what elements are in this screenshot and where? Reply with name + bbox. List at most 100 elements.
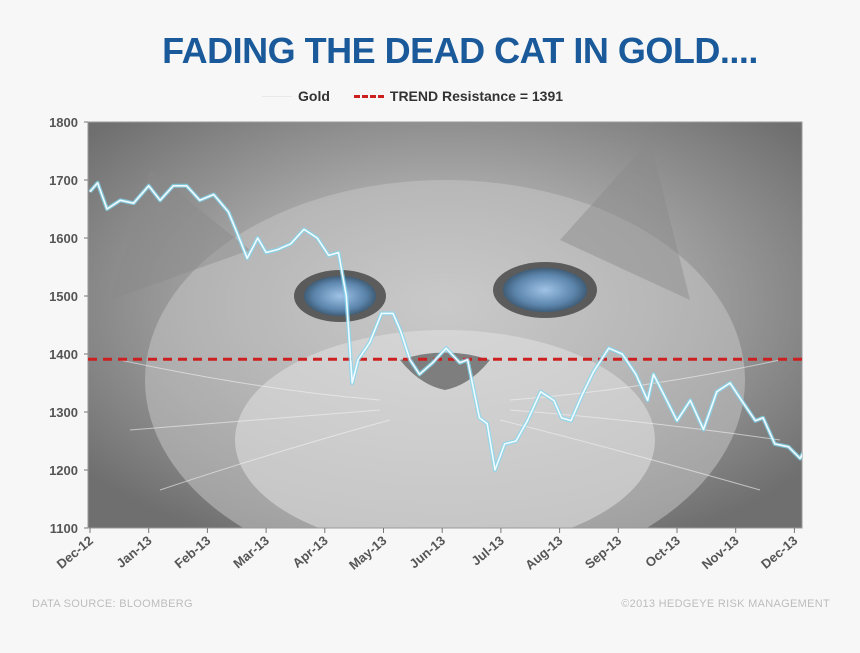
gold-data-point bbox=[762, 417, 764, 419]
gold-data-point bbox=[740, 399, 743, 401]
gold-data-point bbox=[526, 420, 529, 422]
x-tick-label: Oct-13 bbox=[642, 533, 683, 571]
gold-data-point bbox=[647, 399, 649, 401]
gold-data-point bbox=[213, 193, 215, 196]
x-tick-label: Feb-13 bbox=[172, 533, 214, 571]
gold-data-point bbox=[459, 362, 461, 364]
legend-item-gold: Gold bbox=[262, 88, 330, 104]
gold-data-point bbox=[486, 423, 488, 425]
gold-data-point bbox=[392, 312, 394, 314]
gold-data-point bbox=[774, 443, 776, 445]
gold-data-point bbox=[369, 341, 371, 343]
gold-data-point bbox=[478, 417, 480, 419]
y-tick-label: 1300 bbox=[49, 405, 78, 420]
gold-series-line bbox=[89, 182, 802, 471]
gold-data-point bbox=[635, 373, 637, 375]
gold-data-point bbox=[276, 249, 279, 251]
gold-data-point bbox=[445, 347, 447, 349]
chart-title: FADING THE DEAD CAT IN GOLD.... bbox=[162, 30, 758, 71]
gold-data-point bbox=[399, 330, 402, 332]
legend-swatch-trend bbox=[353, 94, 384, 98]
y-tick-label: 1100 bbox=[50, 521, 78, 536]
gold-data-point bbox=[316, 237, 318, 239]
gold-data-point bbox=[689, 399, 691, 401]
gold-data-point bbox=[303, 228, 305, 230]
legend-label-gold: Gold bbox=[298, 88, 330, 104]
gold-data-point bbox=[570, 420, 572, 422]
gold-data-point bbox=[337, 251, 340, 254]
gold-data-point bbox=[540, 391, 542, 393]
gold-data-point bbox=[265, 251, 267, 254]
gold-data-point bbox=[351, 382, 353, 384]
x-tick-label: Jul-13 bbox=[468, 533, 506, 569]
gold-data-point bbox=[380, 312, 383, 314]
x-tick-label: Jan-13 bbox=[113, 533, 154, 571]
x-tick-label: Dec-13 bbox=[758, 533, 800, 572]
gold-data-point bbox=[106, 208, 108, 210]
gold-data-point bbox=[246, 257, 248, 259]
gold-data-point bbox=[787, 446, 790, 448]
legend-swatch-gold bbox=[262, 95, 292, 97]
gold-data-point bbox=[132, 202, 135, 204]
gold-data-point bbox=[664, 396, 666, 399]
y-tick-label: 1500 bbox=[49, 289, 78, 304]
gold-data-point bbox=[432, 362, 434, 364]
gold-data-point bbox=[754, 420, 756, 422]
x-tick-label: Apr-13 bbox=[290, 533, 331, 571]
gold-data-point bbox=[345, 295, 347, 297]
x-tick-label: Aug-13 bbox=[522, 533, 565, 573]
gold-data-point bbox=[172, 185, 174, 187]
gold-data-point bbox=[357, 359, 359, 361]
gold-data-point bbox=[553, 399, 555, 401]
gold-data-point bbox=[608, 347, 610, 349]
y-tick-label: 1600 bbox=[49, 231, 78, 246]
y-tick-label: 1400 bbox=[49, 347, 78, 362]
x-tick-label: Nov-13 bbox=[699, 533, 742, 572]
gold-data-point bbox=[227, 211, 229, 213]
gold-data-point bbox=[652, 373, 655, 375]
gold-data-point bbox=[850, 452, 852, 454]
gold-data-point bbox=[89, 191, 91, 193]
footer-copyright: ©2013 HEDGEYE RISK MANAGEMENT bbox=[621, 598, 830, 610]
gold-data-point bbox=[159, 199, 161, 201]
plot-frame bbox=[87, 121, 803, 529]
gold-data-point bbox=[593, 370, 595, 372]
gold-data-point bbox=[837, 466, 839, 468]
legend-label-trend: TREND Resistance = 1391 bbox=[389, 88, 564, 104]
gold-data-point bbox=[409, 359, 411, 361]
gold-data-point bbox=[96, 182, 99, 184]
gold-data-point bbox=[627, 362, 629, 364]
gold-data-point bbox=[515, 440, 517, 442]
gold-data-point bbox=[729, 382, 731, 384]
x-tick-label: Sep-13 bbox=[582, 533, 624, 572]
gold-data-point bbox=[148, 185, 150, 187]
y-tick-label: 1200 bbox=[49, 463, 78, 478]
gold-data-point bbox=[418, 373, 421, 375]
gold-data-point bbox=[799, 457, 801, 459]
y-tick-label: 1700 bbox=[49, 173, 78, 188]
gold-data-point bbox=[560, 417, 563, 419]
gold-data-point bbox=[494, 469, 496, 471]
x-tick-label: Jun-13 bbox=[406, 533, 448, 571]
x-tick-label: Mar-13 bbox=[230, 533, 272, 571]
legend: Gold TREND Resistance = 1391 bbox=[262, 88, 563, 104]
gold-data-point bbox=[185, 185, 188, 187]
footer-source: DATA SOURCE: BLOOMBERG bbox=[32, 598, 193, 610]
x-tick-label: Dec-12 bbox=[54, 533, 96, 572]
left-eye-icon bbox=[304, 276, 376, 316]
right-eye-icon bbox=[503, 268, 587, 312]
x-axis: Dec-12 Jan-13 Feb-13 Mar-13 Apr-13 May-13 Jun-… bbox=[54, 528, 800, 573]
gold-data-point bbox=[621, 353, 623, 355]
y-tick-label: 1800 bbox=[49, 115, 78, 130]
legend-item-trend: TREND Resistance = 1391 bbox=[353, 88, 564, 104]
gold-data-point bbox=[822, 449, 824, 451]
gold-data-point bbox=[328, 254, 330, 256]
gold-data-point bbox=[199, 199, 201, 201]
gold-data-point bbox=[504, 443, 506, 445]
gold-data-point bbox=[827, 472, 830, 474]
gold-data-point bbox=[810, 437, 813, 439]
gold-data-point bbox=[236, 231, 238, 233]
gold-data-point bbox=[676, 420, 678, 422]
gold-data-point bbox=[702, 428, 705, 430]
